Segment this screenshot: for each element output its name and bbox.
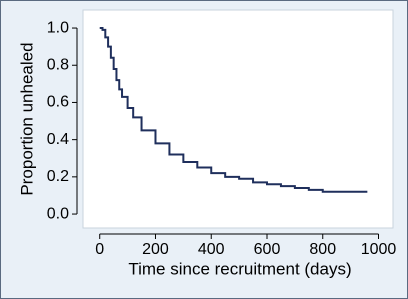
x-tick-label: 1000 — [361, 241, 397, 258]
y-tick-label: 0.8 — [47, 56, 69, 73]
y-axis-title: Proportion unhealed — [17, 42, 36, 195]
y-tick-label: 1.0 — [47, 19, 69, 36]
y-tick-label: 0.0 — [47, 205, 69, 222]
y-tick-label: 0.6 — [47, 94, 69, 111]
x-tick-label: 0 — [95, 241, 104, 258]
x-tick-label: 800 — [309, 241, 336, 258]
x-tick-label: 200 — [142, 241, 169, 258]
x-axis-title: Time since recruitment (days) — [128, 259, 351, 278]
x-tick-label: 600 — [254, 241, 281, 258]
x-tick-label: 400 — [198, 241, 225, 258]
km-curve — [99, 27, 368, 193]
y-tick-label: 0.4 — [47, 131, 69, 148]
plot-area — [82, 9, 394, 229]
y-tick-label: 0.2 — [47, 168, 69, 185]
